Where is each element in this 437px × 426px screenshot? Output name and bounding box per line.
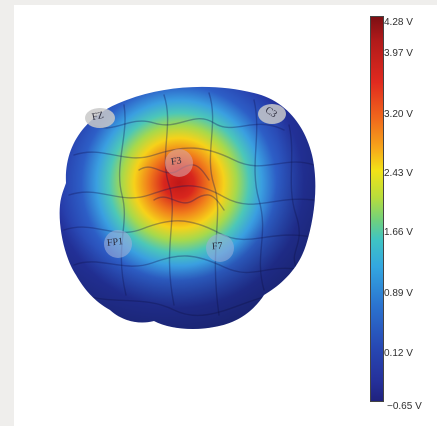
topography-panel: FZ C3 F3 FP1 F7 4.28 V 3.97 V 3.20 V 2.4… — [14, 5, 437, 426]
electrode-f7-label: F7 — [211, 240, 223, 253]
electrode-f7-marker — [206, 234, 234, 262]
electrode-fp1-label: FP1 — [106, 236, 124, 249]
colorbar-tick: 2.43 V — [384, 168, 413, 179]
colorbar-tick: 1.66 V — [384, 227, 413, 238]
brain-map: FZ C3 F3 FP1 F7 — [14, 5, 374, 426]
colorbar-tick-max: 4.28 V — [384, 17, 413, 28]
colorbar-tick: 3.20 V — [384, 109, 413, 120]
electrode-f3-label: F3 — [170, 155, 183, 168]
electrode-fp1-marker — [104, 230, 132, 258]
electrode-fz-marker — [85, 108, 115, 128]
colorbar-tick: 0.89 V — [384, 288, 413, 299]
colorbar-tick: 3.97 V — [384, 48, 413, 59]
colorbar-tick-min: −0.65 V — [387, 401, 422, 412]
electrode-f3-marker — [165, 149, 193, 177]
electrode-c3-marker — [258, 104, 286, 124]
colorbar — [370, 16, 384, 402]
brain-surface — [59, 86, 316, 329]
colorbar-tick: 0.12 V — [384, 348, 413, 359]
